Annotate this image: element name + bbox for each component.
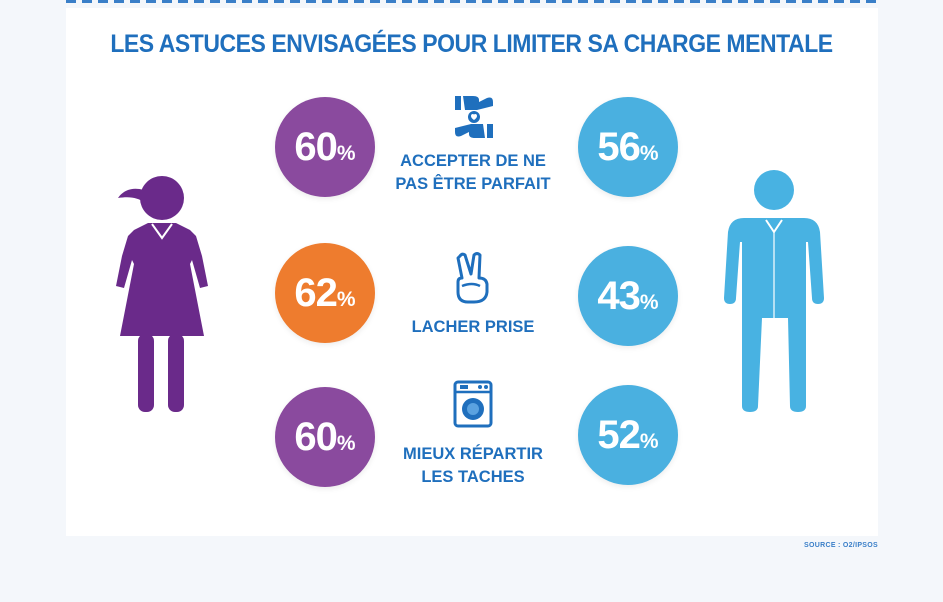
women-value: 60 [294,414,337,459]
percent-sign: % [336,432,356,455]
percent-sign: % [336,288,356,311]
percent-sign: % [336,142,356,165]
row-label: ACCEPTER DE NE PAS ÊTRE PARFAIT [395,152,551,193]
victory-hand-icon [456,252,489,304]
women-value-circle: 60% [275,97,375,197]
men-value-circle: 52% [578,385,678,485]
washing-machine-icon [453,380,493,428]
page-title: LES ASTUCES ENVISAGÉES POUR LIMITER SA C… [110,30,833,58]
hands-heart-icon [455,96,493,138]
men-value: 52 [597,412,640,457]
women-value: 60 [294,124,337,169]
women-value: 62 [294,270,337,315]
percent-sign: % [639,291,659,314]
man-figure-icon [724,170,824,412]
row-label: MIEUX RÉPARTIR LES TACHES [403,445,543,486]
woman-figure-icon [116,176,208,412]
percent-sign: % [639,430,659,453]
percent-sign: % [639,142,659,165]
women-value-circle: 60% [275,387,375,487]
men-value-circle: 56% [578,97,678,197]
top-dashed-divider [66,0,879,3]
women-value-circle: 62% [275,243,375,343]
men-value: 56 [597,124,640,169]
row-label: LACHER PRISE [411,318,535,336]
men-value: 43 [597,273,640,318]
men-value-circle: 43% [578,246,678,346]
source-caption: SOURCE : O2/IPSOS [804,542,878,549]
